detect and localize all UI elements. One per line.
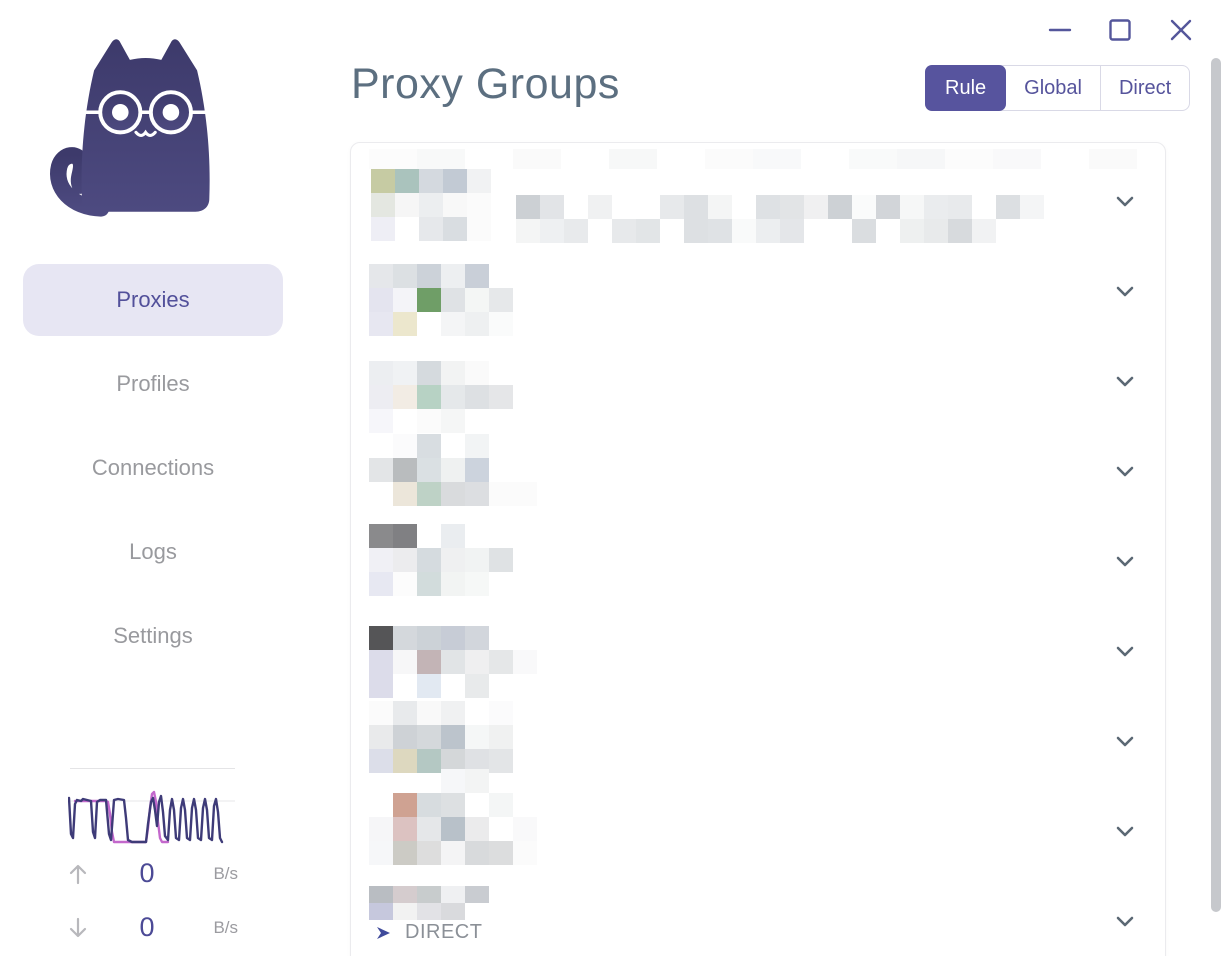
download-speed-value: 0 <box>139 912 155 942</box>
sidebar: Proxies Profiles Connections Logs Settings 0… <box>0 0 305 956</box>
redacted-group-mosaic <box>369 524 513 596</box>
redacted-group-mosaic <box>371 169 491 241</box>
clash-cat-logo <box>50 39 210 217</box>
close-button[interactable] <box>1169 18 1193 42</box>
selected-proxy-label: DIRECT <box>405 921 483 943</box>
sidebar-item-settings[interactable]: Settings <box>113 623 193 648</box>
redacted-group-mosaic <box>369 701 513 773</box>
chevron-down-icon[interactable] <box>1113 189 1137 213</box>
redacted-group-mosaic <box>369 361 513 433</box>
mode-direct-button[interactable]: Direct <box>1101 66 1189 110</box>
sidebar-item-profiles[interactable]: Profiles <box>116 371 190 396</box>
chevron-down-icon[interactable] <box>1113 549 1137 573</box>
maximize-button[interactable] <box>1108 18 1132 42</box>
chevron-down-icon[interactable] <box>1113 909 1137 933</box>
redacted-group-mosaic <box>369 769 537 865</box>
selected-proxy-direct[interactable]: DIRECT <box>375 921 482 944</box>
chevron-down-icon[interactable] <box>1113 729 1137 753</box>
download-stat: 0 B/s <box>66 912 238 942</box>
upload-arrow-icon <box>69 864 87 884</box>
cat-mouth <box>134 129 157 137</box>
close-icon <box>1170 19 1192 41</box>
redacted-group-mosaic <box>369 626 537 698</box>
page-title: Proxy Groups <box>351 60 620 108</box>
cat-body <box>81 39 210 212</box>
redacted-group-mosaic <box>369 264 513 336</box>
sidebar-item-logs[interactable]: Logs <box>129 539 177 564</box>
chevron-down-icon[interactable] <box>1113 459 1137 483</box>
download-speed-unit: B/s <box>213 917 238 937</box>
chevron-down-icon[interactable] <box>1113 639 1137 663</box>
redacted-group-mosaic <box>369 149 1137 169</box>
traffic-divider <box>70 768 235 769</box>
maximize-icon <box>1109 19 1131 41</box>
proxy-groups-card: DIRECT <box>350 142 1166 956</box>
download-arrow-icon <box>69 917 87 937</box>
redacted-group-mosaic <box>369 434 537 506</box>
minimize-button[interactable] <box>1048 18 1072 42</box>
scrollbar-thumb[interactable] <box>1211 58 1221 912</box>
redacted-group-mosaic <box>516 195 1044 243</box>
chevron-down-icon[interactable] <box>1113 369 1137 393</box>
upload-stat: 0 B/s <box>66 858 238 888</box>
redacted-group-mosaic <box>369 886 489 920</box>
mode-rule-button[interactable]: Rule <box>925 65 1007 111</box>
sidebar-item-proxies[interactable]: Proxies <box>23 264 283 336</box>
mode-global-button[interactable]: Global <box>1006 66 1101 110</box>
sidebar-item-connections[interactable]: Connections <box>91 455 215 480</box>
traffic-chart <box>68 790 235 844</box>
mode-switch: Rule Global Direct <box>925 65 1191 111</box>
chevron-down-icon[interactable] <box>1113 279 1137 303</box>
upload-speed-value: 0 <box>139 858 155 888</box>
sidebar-nav: Proxies Profiles Connections Logs Settings <box>23 264 283 684</box>
minimize-icon <box>1048 28 1072 32</box>
upload-speed-unit: B/s <box>213 863 238 883</box>
cat-tail <box>50 147 110 217</box>
chevron-down-icon[interactable] <box>1113 819 1137 843</box>
direct-arrow-icon <box>377 926 390 939</box>
